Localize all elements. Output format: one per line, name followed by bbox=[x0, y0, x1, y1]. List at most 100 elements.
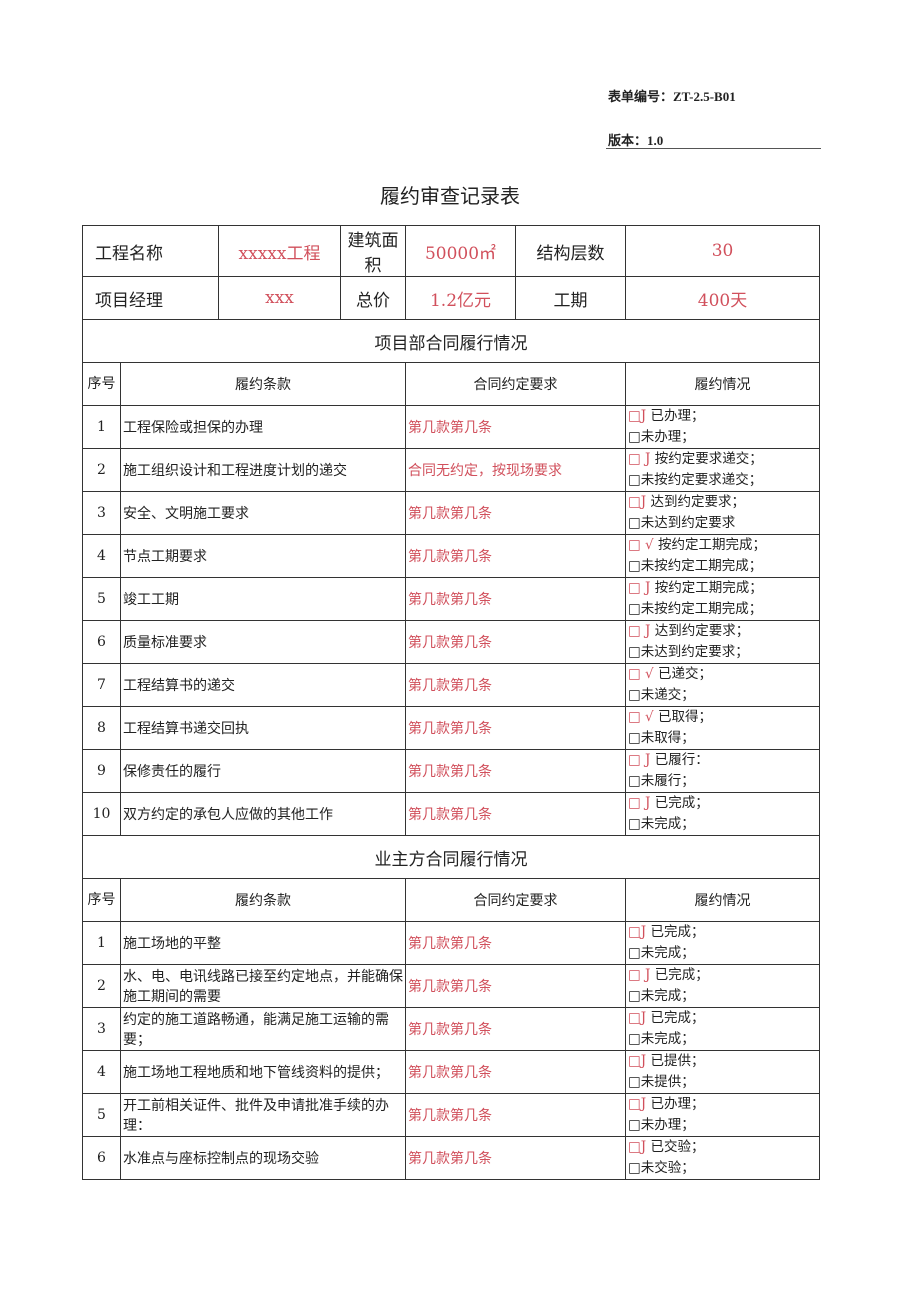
table-row: 1 施工场地的平整 第几款第几条 □J 已完成； □未完成； bbox=[82, 921, 821, 965]
table-row: 7 工程结算书的递交 第几款第几条 □ √ 已递交； □未递交； bbox=[82, 663, 821, 707]
row-seq: 3 bbox=[82, 491, 121, 535]
checkbox-checked-icon[interactable]: □J bbox=[628, 1096, 647, 1112]
info-label: 结构层数 bbox=[515, 225, 626, 277]
row-seq: 8 bbox=[82, 706, 121, 750]
row-requirement: 第几款第几条 bbox=[405, 491, 626, 535]
row-clause: 开工前相关证件、批件及申请批准手续的办理： bbox=[120, 1093, 406, 1137]
row-seq: 5 bbox=[82, 577, 121, 621]
status-not-done-option[interactable]: □未完成； bbox=[628, 816, 695, 832]
checkbox-checked-icon[interactable]: □ J bbox=[628, 795, 651, 811]
status-done-option[interactable]: □J 已完成； bbox=[628, 923, 817, 944]
checkbox-checked-icon[interactable]: □ J bbox=[628, 967, 651, 983]
row-seq: 1 bbox=[82, 405, 121, 449]
checkbox-checked-icon[interactable]: □ J bbox=[628, 451, 651, 467]
checkbox-checked-icon[interactable]: □ J bbox=[628, 623, 651, 639]
row-clause: 安全、文明施工要求 bbox=[120, 491, 406, 535]
checkbox-checked-icon[interactable]: □J bbox=[628, 1010, 647, 1026]
status-done-option[interactable]: □ J 达到约定要求； bbox=[628, 622, 817, 643]
checkbox-checked-icon[interactable]: □ √ bbox=[628, 537, 654, 553]
checkbox-checked-icon[interactable]: □J bbox=[628, 1053, 647, 1069]
status-done-option[interactable]: □ J 按约定工期完成； bbox=[628, 579, 817, 600]
status-done-option[interactable]: □ √ 已递交； bbox=[628, 665, 817, 686]
status-done-option[interactable]: □J 已完成； bbox=[628, 1009, 817, 1030]
checkbox-checked-icon[interactable]: □J bbox=[628, 408, 647, 424]
status-not-done-option[interactable]: □未履行； bbox=[628, 773, 695, 789]
checkbox-checked-icon[interactable]: □ J bbox=[628, 580, 651, 596]
status-not-done-option[interactable]: □未达到约定要求 bbox=[628, 515, 736, 531]
row-seq: 10 bbox=[82, 792, 121, 836]
status-not-done-option[interactable]: □未完成； bbox=[628, 945, 695, 961]
status-not-done-option[interactable]: □未完成； bbox=[628, 988, 695, 1004]
table-row: 1 工程保险或担保的办理 第几款第几条 □J 已办理； □未办理； bbox=[82, 405, 821, 449]
status-not-done-option[interactable]: □未达到约定要求； bbox=[628, 644, 749, 660]
row-requirement: 第几款第几条 bbox=[405, 1007, 626, 1051]
divider bbox=[606, 148, 821, 149]
row-status: □J 达到约定要求； □未达到约定要求 bbox=[624, 491, 821, 535]
row-requirement: 第几款第几条 bbox=[405, 706, 626, 750]
status-done-option[interactable]: □ √ 按约定工期完成； bbox=[628, 536, 817, 557]
checkbox-checked-icon[interactable]: □J bbox=[628, 494, 647, 510]
status-done-option[interactable]: □ √ 已取得； bbox=[628, 708, 817, 729]
section-title: 业主方合同履行情况 bbox=[81, 835, 821, 879]
status-done-option[interactable]: □J 已提供； bbox=[628, 1052, 817, 1073]
status-done-option[interactable]: □J 已办理； bbox=[628, 1095, 817, 1116]
checkbox-checked-icon[interactable]: □ √ bbox=[628, 709, 654, 725]
table-row: 4 节点工期要求 第几款第几条 □ √ 按约定工期完成； □未按约定工期完成； bbox=[82, 534, 821, 578]
status-not-done-option[interactable]: □未按约定要求递交； bbox=[628, 472, 763, 488]
status-done-option[interactable]: □ J 已完成； bbox=[628, 794, 817, 815]
row-clause: 双方约定的承包人应做的其他工作 bbox=[120, 792, 406, 836]
row-requirement: 第几款第几条 bbox=[405, 1136, 626, 1180]
table-row: 5 竣工工期 第几款第几条 □ J 按约定工期完成； □未按约定工期完成； bbox=[82, 577, 821, 621]
row-requirement: 第几款第几条 bbox=[405, 749, 626, 793]
status-done-option[interactable]: □J 达到约定要求； bbox=[628, 493, 817, 514]
row-seq: 1 bbox=[82, 921, 121, 965]
table-row: 9 保修责任的履行 第几款第几条 □ J 已履行： □未履行； bbox=[82, 749, 821, 793]
status-not-done-option[interactable]: □未办理； bbox=[628, 429, 695, 445]
status-not-done-option[interactable]: □未按约定工期完成； bbox=[628, 601, 763, 617]
row-seq: 2 bbox=[82, 448, 121, 492]
row-clause: 节点工期要求 bbox=[120, 534, 406, 578]
status-not-done-option[interactable]: □未取得； bbox=[628, 730, 695, 746]
table-row: 8 工程结算书递交回执 第几款第几条 □ √ 已取得； □未取得； bbox=[82, 706, 821, 750]
status-done-option[interactable]: □ J 已履行： bbox=[628, 751, 817, 772]
row-clause: 工程结算书的递交 bbox=[120, 663, 406, 707]
table-row: 5 开工前相关证件、批件及申请批准手续的办理： 第几款第几条 □J 已办理； □… bbox=[82, 1093, 821, 1137]
info-value: 50000㎡ bbox=[405, 225, 516, 277]
row-seq: 6 bbox=[82, 1136, 121, 1180]
status-done-label: 已办理； bbox=[650, 408, 705, 424]
status-done-option[interactable]: □ J 按约定要求递交； bbox=[628, 450, 817, 471]
status-done-option[interactable]: □J 已交验； bbox=[628, 1138, 817, 1159]
status-not-done-option[interactable]: □未交验； bbox=[628, 1160, 695, 1176]
status-done-option[interactable]: □ J 已完成； bbox=[628, 966, 817, 987]
status-done-label: 已交验； bbox=[650, 1139, 705, 1155]
status-done-label: 按约定工期完成； bbox=[657, 537, 766, 553]
info-row: 工程名称 xxxxx工程 建筑面积 50000㎡ 结构层数 30 bbox=[82, 225, 821, 277]
checkbox-checked-icon[interactable]: □ J bbox=[628, 752, 651, 768]
checkbox-checked-icon[interactable]: □J bbox=[628, 924, 647, 940]
status-done-label: 达到约定要求； bbox=[654, 623, 750, 639]
row-seq: 4 bbox=[82, 1050, 121, 1094]
status-not-done-option[interactable]: □未递交； bbox=[628, 687, 695, 703]
row-requirement: 第几款第几条 bbox=[405, 534, 626, 578]
status-not-done-option[interactable]: □未完成； bbox=[628, 1031, 695, 1047]
section-title: 项目部合同履行情况 bbox=[81, 319, 821, 363]
info-row: 项目经理 xxx 总价 1.2亿元 工期 400天 bbox=[82, 276, 821, 320]
checkbox-checked-icon[interactable]: □ √ bbox=[628, 666, 654, 682]
form-number: 表单编号：ZT-2.5-B01 bbox=[608, 89, 736, 104]
info-label: 建筑面积 bbox=[340, 225, 406, 277]
status-not-done-option[interactable]: □未按约定工期完成； bbox=[628, 558, 763, 574]
col-requirement: 合同约定要求 bbox=[405, 878, 626, 922]
row-clause: 工程保险或担保的办理 bbox=[120, 405, 406, 449]
status-not-done-option[interactable]: □未提供； bbox=[628, 1074, 695, 1090]
row-status: □J 已交验； □未交验； bbox=[624, 1136, 821, 1180]
status-done-option[interactable]: □J 已办理； bbox=[628, 407, 817, 428]
row-seq: 6 bbox=[82, 620, 121, 664]
row-clause: 竣工工期 bbox=[120, 577, 406, 621]
row-requirement: 第几款第几条 bbox=[405, 921, 626, 965]
row-status: □ J 按约定工期完成； □未按约定工期完成； bbox=[624, 577, 821, 621]
row-status: □J 已办理； □未办理； bbox=[624, 405, 821, 449]
checkbox-checked-icon[interactable]: □J bbox=[628, 1139, 647, 1155]
info-label: 项目经理 bbox=[82, 276, 219, 320]
col-seq: 序号 bbox=[82, 362, 121, 406]
status-not-done-option[interactable]: □未办理； bbox=[628, 1117, 695, 1133]
